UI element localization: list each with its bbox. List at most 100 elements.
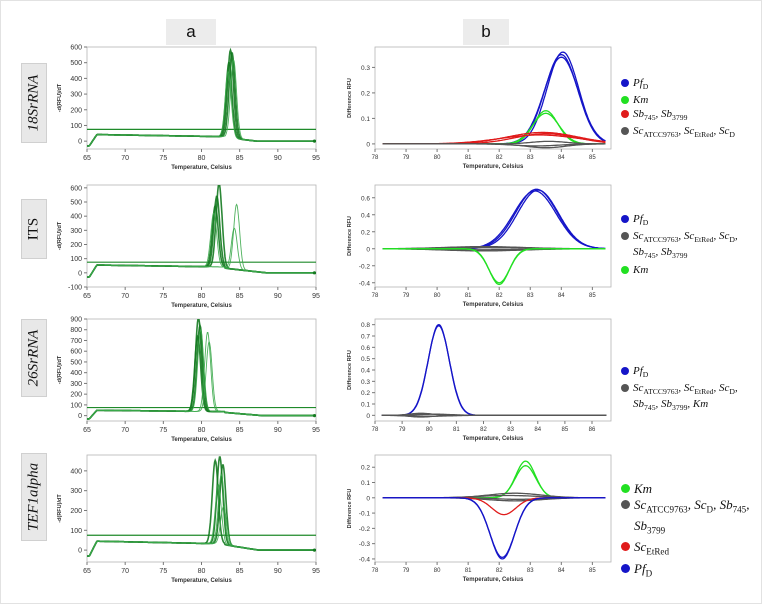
y-tick-label: 0 (366, 413, 370, 420)
series-line-pf-d (381, 324, 607, 416)
x-axis-label: Temperature, Celsius (171, 578, 232, 584)
x-tick-label: 80 (434, 155, 441, 161)
legend-label: Sb745, Sb3799 (633, 108, 688, 123)
legend-item: ScATCC9763, ScEtRed, ScD, Sb745, Sb3799,… (621, 382, 761, 414)
x-tick-label: 65 (83, 568, 91, 575)
x-tick-label: 78 (372, 293, 379, 299)
legend-swatch (621, 384, 629, 393)
y-tick-label: 0 (366, 246, 370, 253)
x-tick-label: 65 (83, 427, 91, 434)
series-line-pf-d (381, 325, 607, 416)
melt-curve (87, 505, 316, 557)
legend-label: Km (633, 94, 649, 107)
y-tick-label: 200 (70, 392, 82, 399)
x-tick-label: 90 (274, 427, 282, 434)
row-label-26s: 26SrRNA (21, 319, 47, 397)
legend-swatch (621, 79, 629, 87)
y-tick-label: 500 (70, 359, 82, 366)
legend-label: ScATCC9763, ScEtRed, ScD (633, 125, 735, 140)
row-label-its: ITS (21, 199, 47, 259)
legend-item: ScATCC9763, ScD, Sb745, Sb3799 (621, 497, 761, 538)
series-line-sc (381, 414, 607, 417)
x-tick-label: 82 (496, 155, 503, 161)
x-tick-label: 79 (403, 568, 410, 574)
legend-item: Km (621, 94, 735, 107)
y-tick-label: 500 (70, 200, 82, 207)
x-tick-label: 82 (496, 568, 503, 574)
row-label-text: ITS (25, 217, 42, 241)
x-tick-label: 85 (562, 427, 569, 433)
y-tick-label: 400 (70, 370, 82, 377)
x-tick-label: 90 (274, 568, 282, 575)
x-tick-label: 75 (159, 568, 167, 575)
legend-label: PfD (633, 365, 649, 380)
column-header-a: a (166, 19, 216, 45)
x-axis-label: Temperature, Celsius (463, 436, 524, 442)
x-tick-label: 82 (480, 427, 487, 433)
melt-curve (87, 340, 316, 420)
y-tick-label: 800 (70, 327, 82, 334)
x-tick-label: 85 (589, 155, 596, 161)
x-tick-label: 80 (198, 155, 206, 162)
plot-area (87, 319, 316, 420)
legend-swatch (621, 265, 629, 274)
y-tick-label: 100 (70, 123, 82, 130)
x-tick-label: 81 (465, 568, 472, 574)
y-tick-label: 0 (78, 270, 82, 277)
y-tick-label: 100 (70, 256, 82, 263)
row-label-tef1: TEF1alpha (21, 453, 47, 541)
end-marker (312, 548, 316, 552)
y-tick-label: 300 (70, 228, 82, 235)
x-tick-label: 84 (558, 155, 565, 161)
y-tick-label: -0.3 (359, 541, 371, 548)
y-tick-label: 600 (70, 45, 82, 52)
y-tick-label: 200 (70, 508, 82, 515)
legend-item: Km (621, 481, 761, 496)
legend-swatch (621, 232, 629, 241)
y-tick-label: 0.1 (361, 402, 370, 409)
melt-curve (87, 483, 316, 557)
x-tick-label: 79 (403, 293, 410, 299)
melt-curve (87, 47, 316, 147)
y-tick-label: 400 (70, 468, 82, 475)
chart-a3: 0 100 200 300 400 500 600 700 800 900 65 70 75 80 85 90… (57, 317, 320, 444)
y-tick-label: 0 (78, 139, 82, 146)
y-axis-label: -d(RFU)/dT (57, 494, 63, 523)
legend-label: PfD (633, 77, 649, 92)
plot-frame (374, 454, 612, 563)
plot-frame (374, 184, 612, 288)
x-tick-label: 81 (465, 155, 472, 161)
y-tick-label: 100 (70, 402, 82, 409)
y-tick-label: 900 (70, 317, 82, 324)
row-label-text: 26SrRNA (25, 329, 42, 387)
y-tick-label: -100 (68, 285, 82, 292)
series-line-pf-d (382, 497, 606, 560)
plot-frame (86, 46, 317, 150)
legend-item: PfD (621, 365, 761, 381)
series-line-km (382, 248, 606, 284)
x-tick-label: 70 (121, 427, 129, 434)
x-tick-label: 83 (527, 568, 534, 574)
x-tick-label: 85 (589, 293, 596, 299)
x-tick-label: 80 (434, 293, 441, 299)
series-line-km (382, 465, 606, 499)
y-tick-label: 0.4 (361, 368, 370, 375)
x-tick-label: 70 (121, 568, 129, 575)
plot-area (87, 47, 316, 147)
y-tick-label: 400 (70, 214, 82, 221)
column-header-b: b (463, 19, 509, 45)
legend-swatch (621, 110, 629, 119)
legend-label: Km (634, 481, 653, 496)
x-tick-label: 85 (236, 427, 244, 434)
row-label-text: 18SrRNA (25, 74, 42, 132)
x-tick-label: 75 (159, 293, 167, 300)
y-axis-label: Difference RFU (347, 489, 353, 529)
row-label-18s: 18SrRNA (21, 63, 47, 143)
x-tick-label: 79 (399, 427, 406, 433)
melt-curve (87, 464, 316, 557)
legend-label: PfD (633, 213, 649, 228)
x-tick-label: 83 (527, 293, 534, 299)
legend-item: ScEtRed (621, 539, 761, 560)
x-tick-label: 75 (159, 155, 167, 162)
